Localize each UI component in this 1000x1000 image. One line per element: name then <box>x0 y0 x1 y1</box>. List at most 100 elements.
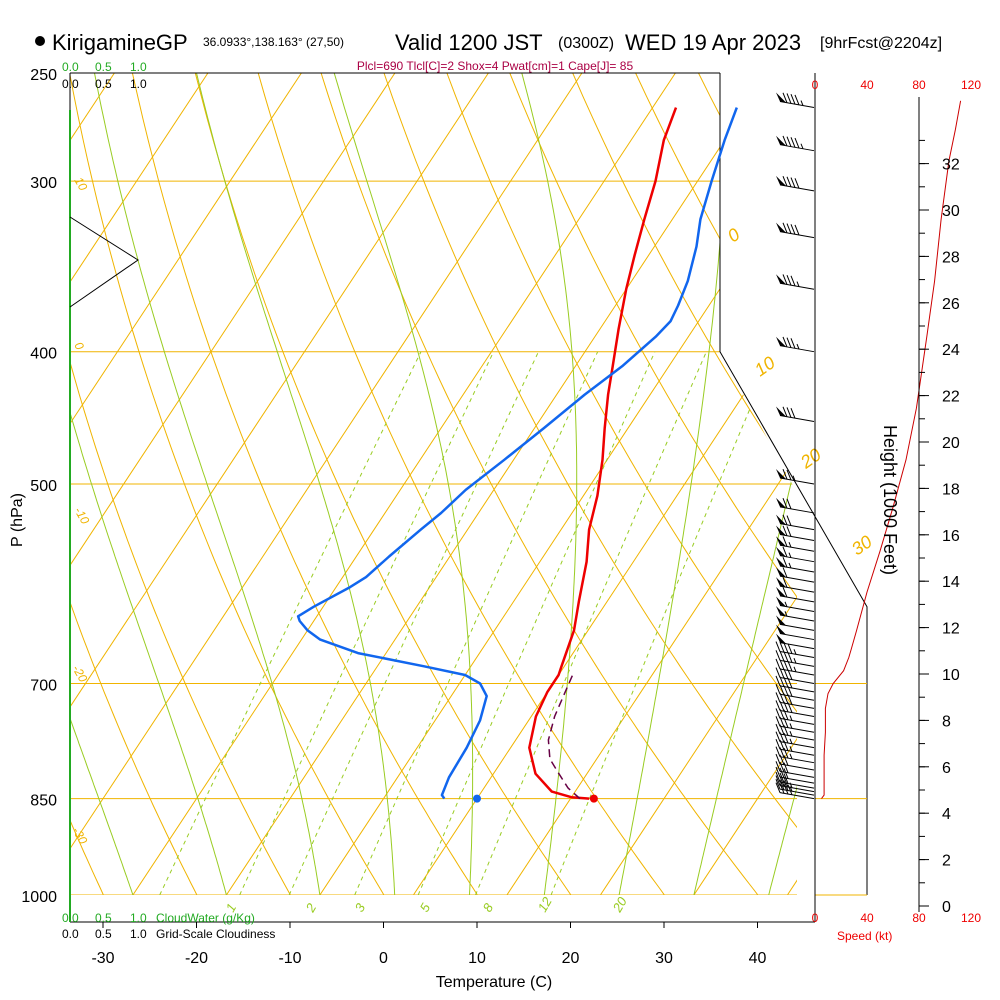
moist-adiabat <box>333 73 474 895</box>
wind-barb-full <box>775 746 781 757</box>
wind-barb-full <box>775 650 781 661</box>
wind-barb <box>776 92 815 109</box>
mixing-ratio-line <box>475 351 707 895</box>
wind-barb-full <box>782 586 788 598</box>
mixing-ratio-line <box>159 351 422 895</box>
wind-barb <box>776 536 815 552</box>
wind-barb-full <box>775 766 781 778</box>
surface-dewpoint-marker <box>473 794 481 803</box>
wind-barb-full <box>786 498 792 510</box>
height-tick-label: 22 <box>942 389 960 406</box>
wind-barb-staff <box>779 506 815 514</box>
wind-barb-half <box>789 753 793 759</box>
wind-barb-full <box>775 771 781 783</box>
wind-barb-staff <box>779 693 815 701</box>
wind-barb <box>775 684 815 701</box>
height-tick-label: 32 <box>942 157 960 174</box>
wind-barb-full <box>782 536 788 547</box>
speed-label: Speed (kt) <box>837 929 892 943</box>
height-tick-label: 28 <box>942 249 960 266</box>
wind-barb <box>776 274 815 290</box>
cloudwater-label: CloudWater (g/Kg) <box>156 911 255 925</box>
wind-barb-full <box>787 643 793 654</box>
speed-profile <box>814 73 962 922</box>
cw-tick-top-0: 0.0 <box>62 60 79 74</box>
wind-barb-half <box>793 657 797 664</box>
speed-profile-line <box>821 100 962 799</box>
isotherm-line <box>70 73 302 425</box>
wind-barb-full <box>786 136 792 147</box>
height-tick-label: 6 <box>942 760 951 777</box>
cloud-tick-bot-2: 1.0 <box>130 927 147 941</box>
isotherm-line <box>506 454 797 895</box>
cw-tick-bot-0: 0.0 <box>62 911 79 925</box>
wind-barb-full <box>779 776 785 787</box>
mixing-ratio-line <box>288 351 539 895</box>
pressure-tick-label: 250 <box>30 67 57 84</box>
temp-tick-label: -20 <box>185 950 208 967</box>
wind-barb-flag <box>776 514 786 525</box>
moist-adiabat <box>196 73 396 895</box>
wind-barb-staff <box>779 555 815 563</box>
wind-barb-full <box>790 407 796 419</box>
wind-barb-staff <box>779 282 815 290</box>
height-tick-label: 24 <box>942 342 960 359</box>
isotherm-line <box>70 73 209 283</box>
moist-adiabat <box>693 455 797 895</box>
wind-barb-half <box>789 746 793 752</box>
wind-barb-flag <box>776 586 786 597</box>
wind-barb-full <box>782 336 788 348</box>
wind-barb-full <box>775 641 781 652</box>
wind-barb <box>775 775 815 793</box>
wind-barb-flag <box>776 596 786 607</box>
valid-date: WED 19 Apr 2023 <box>625 30 801 55</box>
wind-barb-half <box>792 475 796 481</box>
wind-barb-staff <box>779 701 815 709</box>
wind-barb-half <box>796 281 800 287</box>
pressure-axis-label: P (hPa) <box>9 493 26 547</box>
speed-tick-bot-0: 0 <box>812 911 819 925</box>
wind-barb-full <box>775 739 781 750</box>
wind-barb-staff <box>779 668 815 676</box>
wind-barb-full <box>787 784 793 795</box>
wind-barb-staff <box>779 184 815 192</box>
wind-barb-full <box>786 176 792 188</box>
cloudiness-marker <box>69 216 139 308</box>
wind-barb-half <box>789 715 793 721</box>
chart-text: KirigamineGP 36.0933°,138.163° (27,50) V… <box>9 30 981 991</box>
wind-barb-staff <box>779 770 815 778</box>
station-name: KirigamineGP <box>52 30 188 55</box>
cw-tick-top-2: 1.0 <box>130 60 147 74</box>
wind-barb-full <box>775 782 781 793</box>
wind-barb-full <box>783 651 789 662</box>
wind-barb-half <box>800 100 804 106</box>
profiles <box>296 107 738 803</box>
plot-boundary-right <box>719 73 868 895</box>
wind-barb <box>776 606 815 622</box>
wind-barb <box>775 723 815 741</box>
wind-barb-full <box>775 753 781 765</box>
wind-barb-half <box>784 601 788 607</box>
cloud-tick-bot-1: 0.5 <box>95 927 112 941</box>
dry-adiabat <box>320 73 759 895</box>
wind-barb <box>776 615 815 631</box>
wind-barb-full <box>775 684 781 695</box>
cloudiness-label: Grid-Scale Cloudiness <box>156 927 275 941</box>
wind-barb-full <box>775 731 781 742</box>
wind-barb-full <box>782 222 788 234</box>
speed-tick-top-0: 0 <box>812 78 819 92</box>
wind-barb-full <box>775 658 781 670</box>
wind-barb-staff <box>779 345 815 353</box>
temperature-axis-label: Temperature (C) <box>436 974 552 991</box>
wind-barb-full <box>783 642 789 654</box>
wind-barb <box>776 596 815 613</box>
wind-barb <box>775 766 815 784</box>
wind-barbs <box>775 92 815 800</box>
wind-barb <box>776 175 815 192</box>
cw-tick-bot-2: 1.0 <box>130 911 147 925</box>
cloud-tick-top-1: 0.5 <box>95 77 112 91</box>
wind-barb-flag <box>776 577 786 588</box>
wind-barb-full <box>782 567 788 578</box>
moist-adiabat <box>70 716 134 895</box>
